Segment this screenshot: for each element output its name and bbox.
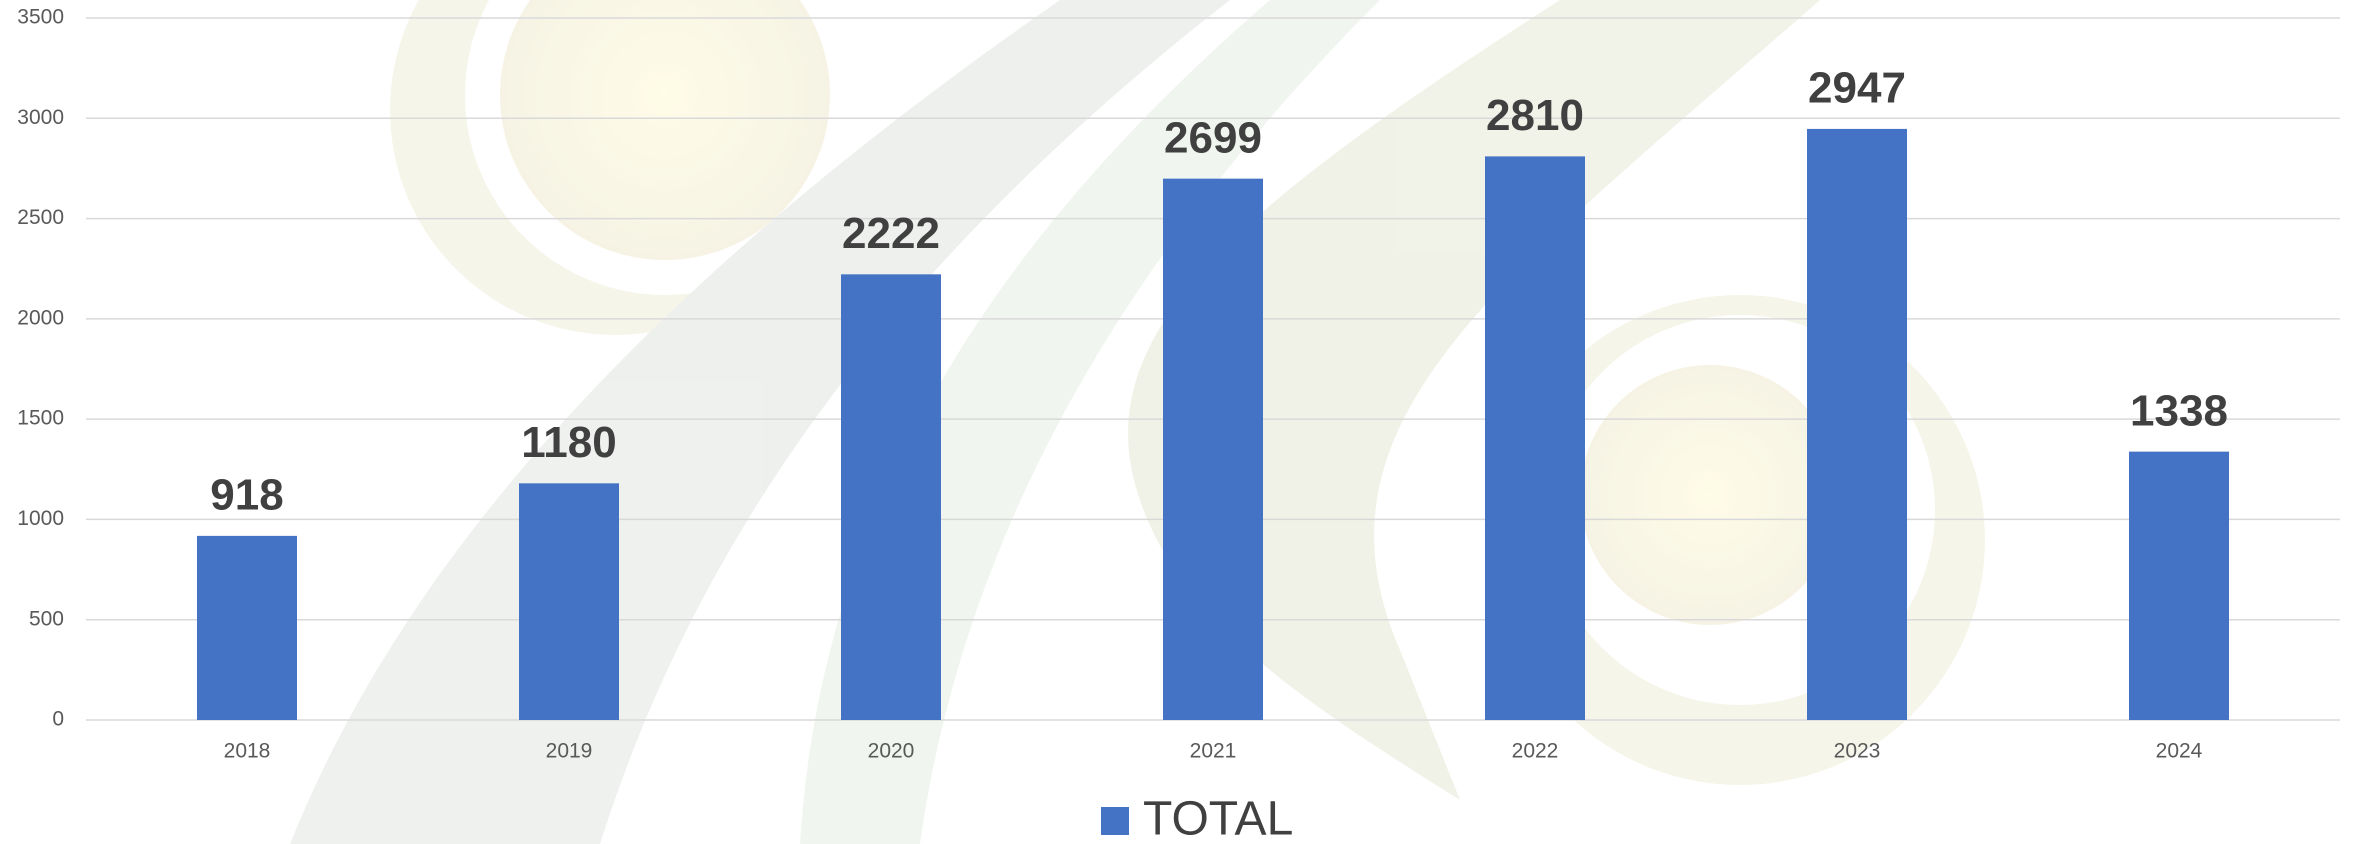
x-tick-label: 2020 (868, 740, 915, 763)
data-label: 2222 (842, 209, 940, 258)
x-tick-label: 2022 (1512, 740, 1559, 763)
y-tick-label: 1500 (17, 407, 64, 430)
y-tick-label: 2500 (17, 206, 64, 229)
bar (519, 483, 619, 720)
x-tick-label: 2018 (224, 740, 271, 763)
y-tick-label: 0 (52, 708, 64, 731)
x-tick-label: 2019 (546, 740, 593, 763)
y-tick-label: 2000 (17, 306, 64, 329)
data-label: 1180 (521, 418, 616, 467)
data-label: 918 (210, 471, 283, 520)
x-tick-label: 2023 (1834, 740, 1881, 763)
bar (841, 274, 941, 720)
y-tick-label: 3500 (17, 6, 64, 29)
legend-swatch (1101, 807, 1129, 835)
bar (1485, 156, 1585, 720)
legend-label: TOTAL (1143, 793, 1293, 844)
x-tick-label: 2024 (2156, 740, 2203, 763)
data-label: 2699 (1164, 113, 1262, 162)
y-tick-label: 1000 (17, 507, 64, 530)
x-tick-label: 2021 (1190, 740, 1237, 763)
bar (2129, 451, 2229, 720)
y-tick-label: 3000 (17, 106, 64, 129)
data-label: 2947 (1808, 64, 1906, 113)
bar (1807, 128, 1907, 720)
bar (197, 535, 297, 720)
y-tick-label: 500 (29, 607, 64, 630)
bar (1163, 178, 1263, 720)
data-label: 1338 (2130, 386, 2228, 435)
data-label: 2810 (1486, 91, 1584, 140)
